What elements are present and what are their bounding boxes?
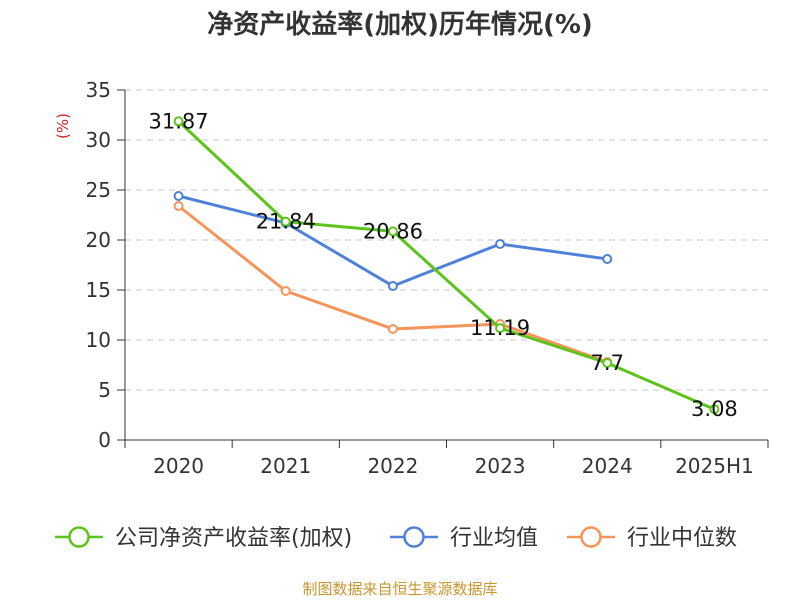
data-point [387, 281, 398, 291]
y-tick-label: 20 [86, 228, 111, 252]
data-point [173, 116, 184, 127]
y-tick-label: 25 [86, 178, 111, 202]
data-point [387, 226, 398, 237]
data-point [173, 191, 184, 201]
y-axis-label: (%) [54, 113, 72, 139]
data-label: 20.86 [363, 219, 423, 243]
data-label: 31.87 [149, 109, 209, 133]
series-line [177, 120, 716, 411]
x-tick-label: 2020 [153, 454, 204, 478]
y-tick-label: 0 [98, 428, 111, 452]
data-point [280, 286, 291, 296]
x-tick-label: 2025H1 [675, 454, 754, 478]
data-label-layer: 31.87 21.84 20.86 11.19 7.7 3.08 [149, 109, 738, 421]
y-tick-label: 5 [98, 378, 111, 402]
data-point [602, 254, 613, 264]
data-label: 7.7 [591, 351, 624, 375]
x-tick-label: 2022 [367, 454, 418, 478]
legend[interactable]: 公司净资产收益率(加权) 行业均值 行业中位数 [55, 526, 737, 551]
data-label: 21.84 [256, 210, 316, 234]
x-tick-label: 2021 [260, 454, 311, 478]
y-tick-label: 35 [86, 78, 111, 102]
legend-marker [68, 526, 90, 548]
x-tick-label: 2024 [582, 454, 633, 478]
x-tick-label: 2023 [475, 454, 526, 478]
legend-label: 行业均值 [450, 526, 538, 551]
series-layer [173, 116, 720, 415]
grid-layer [125, 89, 768, 391]
legend-label: 公司净资产收益率(加权) [115, 526, 352, 551]
data-point [709, 404, 720, 415]
legend-marker [403, 526, 425, 548]
axis-layer: 0 5 10 15 20 25 30 35 2020 2021 2022 2023 2024 2025H1 [86, 78, 769, 478]
y-tick-label: 15 [86, 278, 111, 302]
data-label: 11.19 [470, 316, 530, 340]
chart-title: 净资产收益率(加权)历年情况(%) [207, 10, 593, 40]
data-point [495, 323, 506, 334]
y-tick-label: 30 [86, 128, 111, 152]
y-tick-label: 10 [86, 328, 111, 352]
data-point [495, 239, 506, 249]
data-label: 3.08 [691, 397, 738, 421]
legend-label: 行业中位数 [627, 526, 737, 551]
data-point [602, 358, 613, 368]
data-point [173, 201, 184, 211]
data-point [387, 324, 398, 334]
source-note: 制图数据来自恒生聚源数据库 [302, 580, 498, 598]
data-point [280, 216, 291, 227]
legend-marker [580, 526, 602, 548]
